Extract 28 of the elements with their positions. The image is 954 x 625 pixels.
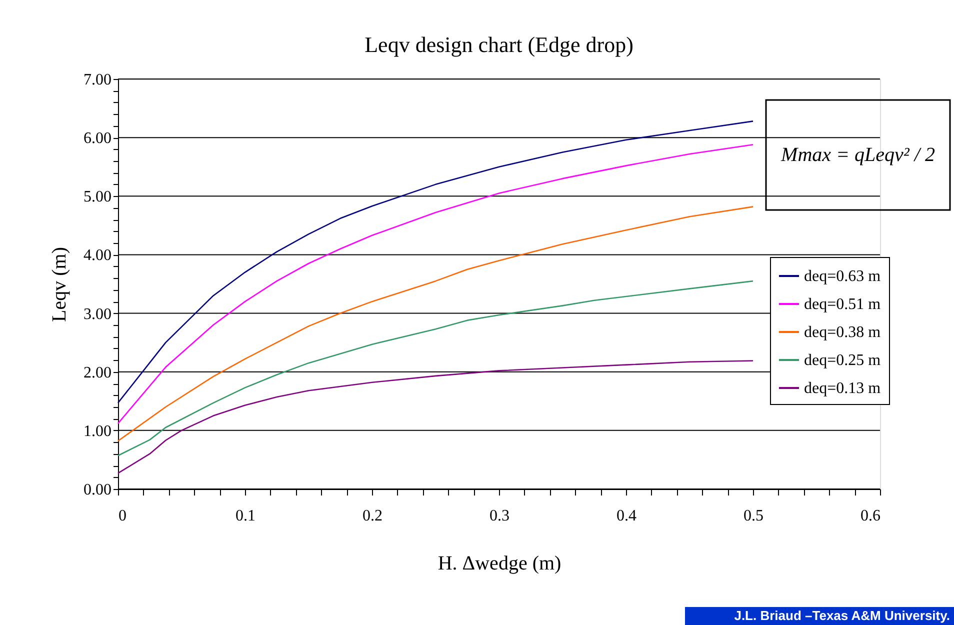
x-tick-label: 0.5: [744, 508, 764, 524]
y-tick-label: 3.00: [84, 306, 112, 323]
x-tick-label: 0.3: [490, 508, 510, 524]
line-series: [117, 280, 754, 456]
legend-label: deq=0.38 m: [804, 324, 882, 341]
text: J.L. Briaud –Texas A&M University.: [734, 608, 950, 623]
y-tick-label: 4.00: [84, 247, 112, 264]
line-series: [117, 360, 754, 474]
legend-label: deq=0.63 m: [804, 268, 882, 285]
legend-label: deq=0.13 m: [804, 380, 882, 397]
x-tick-label: 0: [118, 508, 126, 524]
y-tick-label: 6.00: [84, 130, 112, 148]
legend-label: deq=0.25 m: [804, 352, 882, 369]
x-axis-title: H. Δwedge (m): [438, 552, 562, 574]
y-tick-label: 0.00: [84, 482, 112, 498]
annotation: Mmax = qLeqv² / 2: [780, 144, 935, 166]
x-tick-label: 0.2: [362, 508, 382, 524]
y-tick-label: 1.00: [84, 422, 112, 440]
y-tick-label: 7.00: [84, 72, 112, 88]
y-tick-label: 5.00: [84, 188, 112, 206]
x-tick-label: 0.1: [236, 508, 256, 524]
chart-title: Leqv design chart (Edge drop): [364, 32, 634, 57]
legend-label: deq=0.51 m: [804, 296, 882, 313]
x-tick-label: 0.6: [860, 508, 880, 524]
y-tick-label: 2.00: [84, 364, 112, 382]
x-tick-label: 0.4: [616, 508, 636, 524]
line-series: [117, 206, 754, 442]
y-axis-title: Leqv (m): [48, 247, 70, 322]
